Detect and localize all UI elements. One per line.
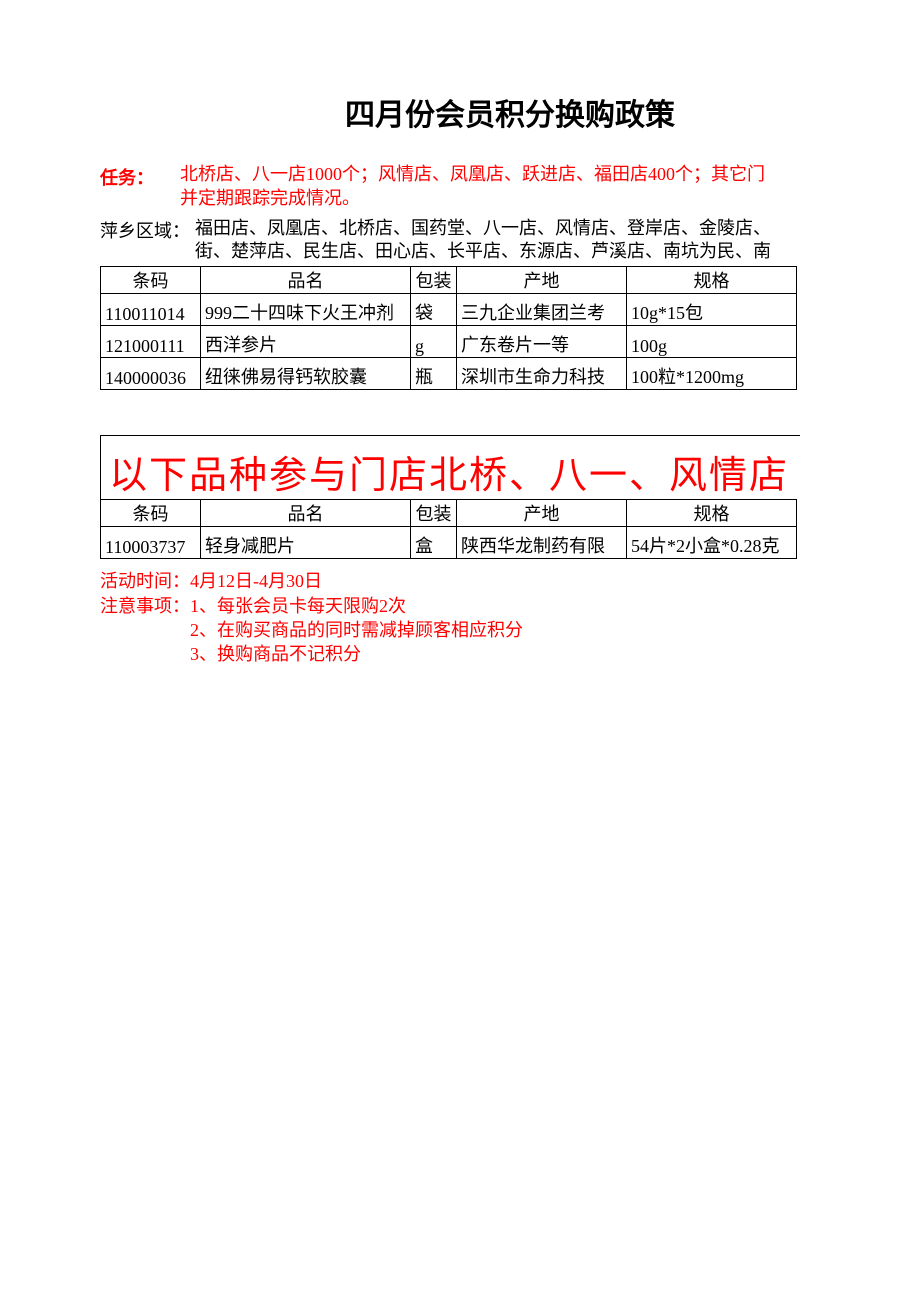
table-row: 140000036 纽徕佛易得钙软胶囊 瓶 深圳市生命力科技 100粒*1200… xyxy=(101,358,797,390)
task-text-1: 北桥店、八一店1000个；风情店、凤凰店、跃进店、福田店400个；其它门 xyxy=(180,162,765,186)
table-1: 条码 品名 包装 产地 规格 110011014 999二十四味下火王冲剂 袋 … xyxy=(100,266,797,390)
cell-code: 110011014 xyxy=(101,294,201,326)
cell-origin: 陕西华龙制药有限 xyxy=(457,527,627,559)
col-header-code: 条码 xyxy=(101,267,201,294)
section-2-title: 以下品种参与门店北桥、八一、风情店 xyxy=(101,444,800,499)
region-text-2: 街、楚萍店、民生店、田心店、长平店、东源店、芦溪店、南坑为民、南 xyxy=(195,240,771,263)
col-header-name: 品名 xyxy=(201,500,411,527)
note-2: 2、在购买商品的同时需减掉顾客相应积分 xyxy=(100,618,920,642)
cell-origin: 深圳市生命力科技 xyxy=(457,358,627,390)
note-1: 注意事项：1、每张会员卡每天限购2次 xyxy=(100,594,920,618)
cell-pack: 盒 xyxy=(411,527,457,559)
cell-pack: 瓶 xyxy=(411,358,457,390)
col-header-origin: 产地 xyxy=(457,500,627,527)
table-header-row: 条码 品名 包装 产地 规格 xyxy=(101,267,797,294)
col-header-code: 条码 xyxy=(101,500,201,527)
task-text-2: 并定期跟踪完成情况。 xyxy=(180,186,765,210)
cell-name: 西洋参片 xyxy=(201,326,411,358)
cell-name: 纽徕佛易得钙软胶囊 xyxy=(201,358,411,390)
region-text-1: 福田店、凤凰店、北桥店、国药堂、八一店、风情店、登岸店、金陵店、 xyxy=(195,217,771,240)
col-header-pack: 包装 xyxy=(411,500,457,527)
cell-name: 轻身减肥片 xyxy=(201,527,411,559)
cell-spec: 100g xyxy=(627,326,797,358)
cell-origin: 广东卷片一等 xyxy=(457,326,627,358)
section-2: 以下品种参与门店北桥、八一、风情店 xyxy=(100,435,800,499)
table-row: 121000111 西洋参片 g 广东卷片一等 100g xyxy=(101,326,797,358)
cell-pack: g xyxy=(411,326,457,358)
region-row: 萍乡区域： 福田店、凤凰店、北桥店、国药堂、八一店、风情店、登岸店、金陵店、 街… xyxy=(0,217,920,264)
col-header-spec: 规格 xyxy=(627,267,797,294)
table-row: 110011014 999二十四味下火王冲剂 袋 三九企业集团兰考 10g*15… xyxy=(101,294,797,326)
cell-code: 110003737 xyxy=(101,527,201,559)
table-2: 条码 品名 包装 产地 规格 110003737 轻身减肥片 盒 陕西华龙制药有… xyxy=(100,499,797,559)
footer: 活动时间：4月12日-4月30日 注意事项：1、每张会员卡每天限购2次 2、在购… xyxy=(0,569,920,666)
cell-pack: 袋 xyxy=(411,294,457,326)
cell-code: 140000036 xyxy=(101,358,201,390)
table-row: 110003737 轻身减肥片 盒 陕西华龙制药有限 54片*2小盒*0.28克 xyxy=(101,527,797,559)
page-title: 四月份会员积分换购政策 xyxy=(0,90,920,134)
activity-time: 活动时间：4月12日-4月30日 xyxy=(100,569,920,593)
cell-spec: 54片*2小盒*0.28克 xyxy=(627,527,797,559)
cell-code: 121000111 xyxy=(101,326,201,358)
cell-spec: 100粒*1200mg xyxy=(627,358,797,390)
task-label: 任务： xyxy=(100,162,180,190)
task-row: 任务： 北桥店、八一店1000个；风情店、凤凰店、跃进店、福田店400个；其它门… xyxy=(0,162,920,211)
col-header-name: 品名 xyxy=(201,267,411,294)
note-3: 3、换购商品不记积分 xyxy=(100,642,920,666)
cell-name: 999二十四味下火王冲剂 xyxy=(201,294,411,326)
cell-spec: 10g*15包 xyxy=(627,294,797,326)
col-header-origin: 产地 xyxy=(457,267,627,294)
region-label: 萍乡区域： xyxy=(100,217,195,243)
col-header-pack: 包装 xyxy=(411,267,457,294)
col-header-spec: 规格 xyxy=(627,500,797,527)
cell-origin: 三九企业集团兰考 xyxy=(457,294,627,326)
table-header-row: 条码 品名 包装 产地 规格 xyxy=(101,500,797,527)
